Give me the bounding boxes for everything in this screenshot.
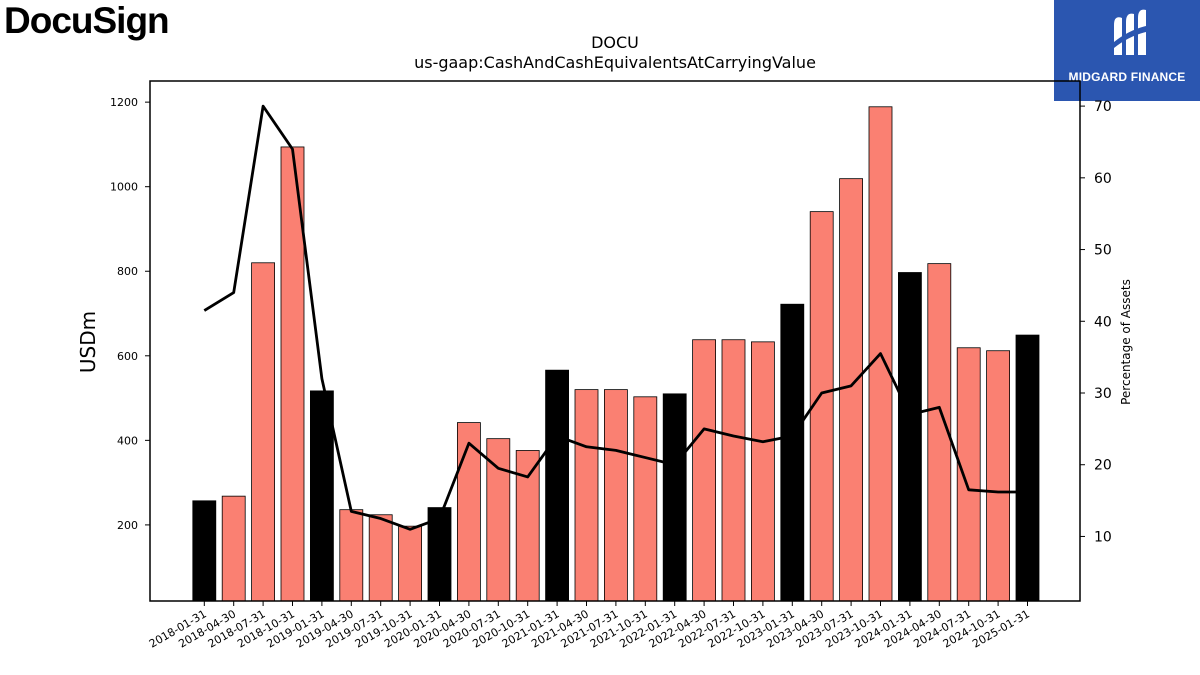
midgard-logo-icon [1114,9,1146,55]
y-tick-label: 1200 [110,96,138,109]
y2-tick-label: 40 [1094,314,1112,330]
y-tick-label: 600 [117,350,138,363]
bar [339,509,364,602]
y-tick-label: 1000 [110,181,138,194]
y-tick-label: 400 [117,434,138,447]
bar [251,262,276,602]
y-tick-label: 200 [117,519,138,532]
y-tick-label: 800 [117,265,138,278]
plot-area: 20040060080010001200102030405060702018-0… [110,96,1112,650]
bar [839,178,863,602]
plot-frame [149,80,1081,602]
bar [780,303,805,602]
bar [1015,334,1040,602]
y2-tick-label: 60 [1094,171,1112,187]
bar [751,341,775,602]
bar [515,450,540,602]
y-axis-label: USDm [76,311,100,373]
bar [368,514,393,602]
bar [692,339,716,602]
y2-tick-label: 20 [1094,458,1112,474]
bar [662,393,687,602]
midgard-finance-logo: MIDGARD FINANCE [1054,0,1200,101]
bar [545,369,569,602]
y2-tick-label: 70 [1094,99,1112,115]
bar [192,500,217,602]
bar [574,389,599,602]
chart-subtitle: us-gaap:CashAndCashEquivalentsAtCarrying… [414,53,816,72]
docusign-logo: DocuSign [4,0,170,41]
y2-tick-label: 30 [1094,386,1112,402]
y2-tick-label: 50 [1094,243,1112,259]
bar [633,396,658,602]
bar [898,272,922,602]
bar [721,339,746,602]
midgard-logo-text: MIDGARD FINANCE [1068,70,1186,84]
bar [604,389,628,602]
percentage-line [203,104,1028,531]
bar [956,347,981,602]
bar [309,390,334,602]
bar [986,350,1010,602]
bar [398,525,423,602]
bar [221,495,246,602]
chart-title: DOCU [591,33,639,52]
y2-tick-label: 10 [1094,529,1112,545]
y2-axis-label: Percentage of Assets [1119,279,1133,405]
